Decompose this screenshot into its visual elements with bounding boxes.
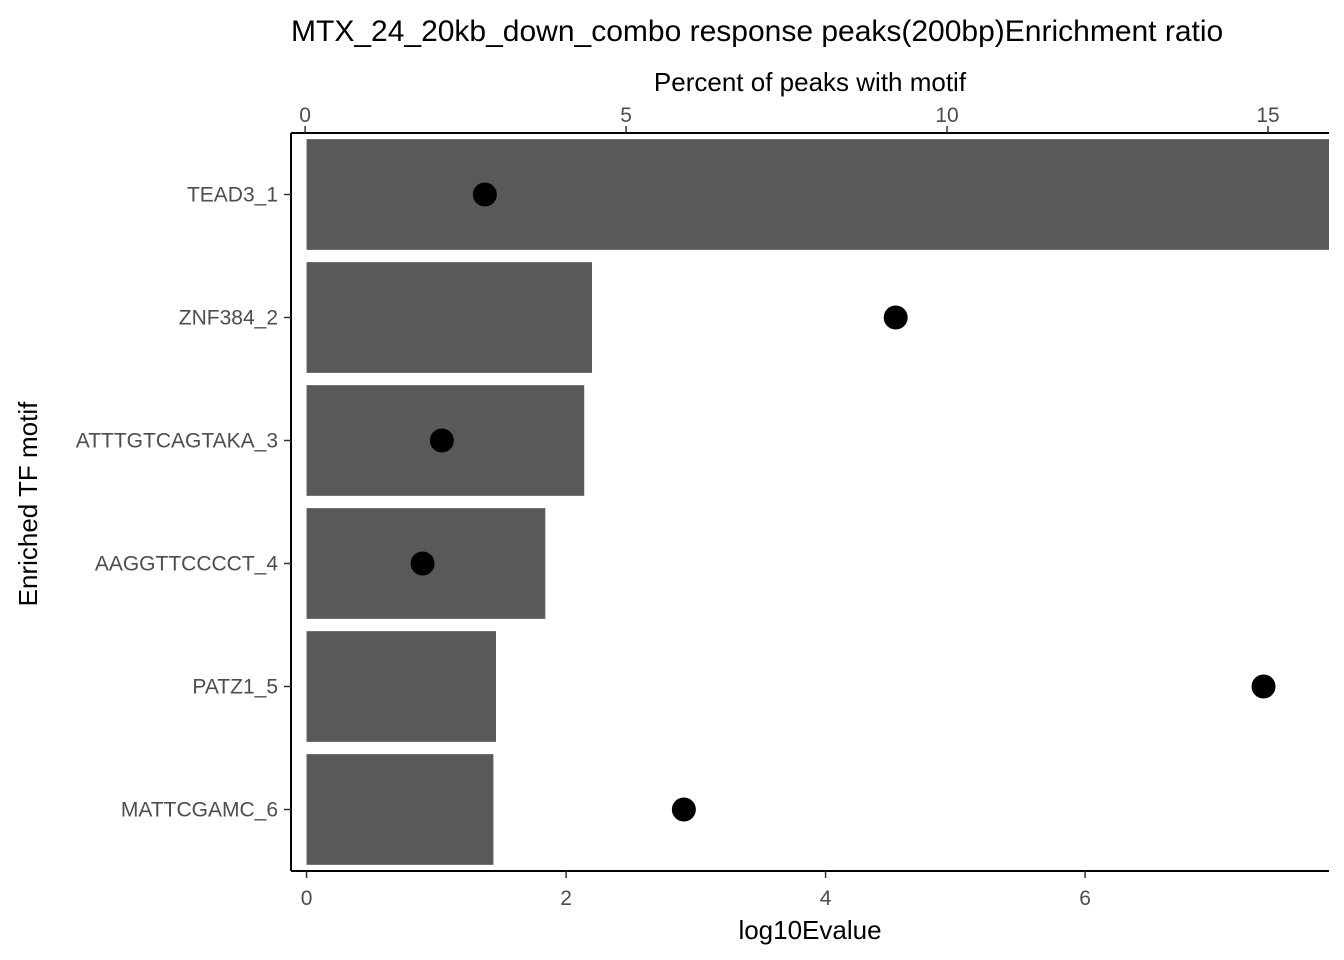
- x2-tick-label: 5: [620, 104, 632, 127]
- data-point: [883, 305, 908, 330]
- x2-axis-title: Percent of peaks with motif: [654, 67, 967, 97]
- x-tick-label: 2: [560, 887, 572, 910]
- data-point: [472, 182, 497, 207]
- x-tick-label: 6: [1079, 887, 1091, 910]
- data-point: [671, 797, 696, 822]
- y-axis-title: Enriched TF motif: [13, 401, 43, 606]
- x-tick-label: 0: [301, 887, 313, 910]
- bar: [306, 139, 1329, 250]
- y-tick-label: MATTCGAMC_6: [121, 799, 278, 822]
- data-point: [410, 551, 435, 576]
- x-axis-title: log10Evalue: [738, 915, 881, 945]
- x2-tick-label: 15: [1256, 104, 1279, 127]
- y-tick-label: ATTTGTCAGTAKA_3: [76, 430, 278, 453]
- x-tick-label: 4: [820, 887, 832, 910]
- bar: [306, 754, 494, 865]
- y-tick-label: AAGGTTCCCCT_4: [95, 553, 279, 576]
- y-tick-label: PATZ1_5: [192, 676, 278, 699]
- y-tick-label: TEAD3_1: [187, 184, 278, 207]
- chart-title: MTX_24_20kb_down_combo response peaks(20…: [291, 15, 1223, 48]
- bar: [306, 262, 593, 373]
- data-point: [429, 428, 454, 453]
- bar: [306, 631, 497, 742]
- x2-tick-label: 0: [299, 104, 311, 127]
- x2-tick-label: 10: [935, 104, 958, 127]
- y-tick-label: ZNF384_2: [179, 307, 278, 330]
- data-point: [1251, 674, 1276, 699]
